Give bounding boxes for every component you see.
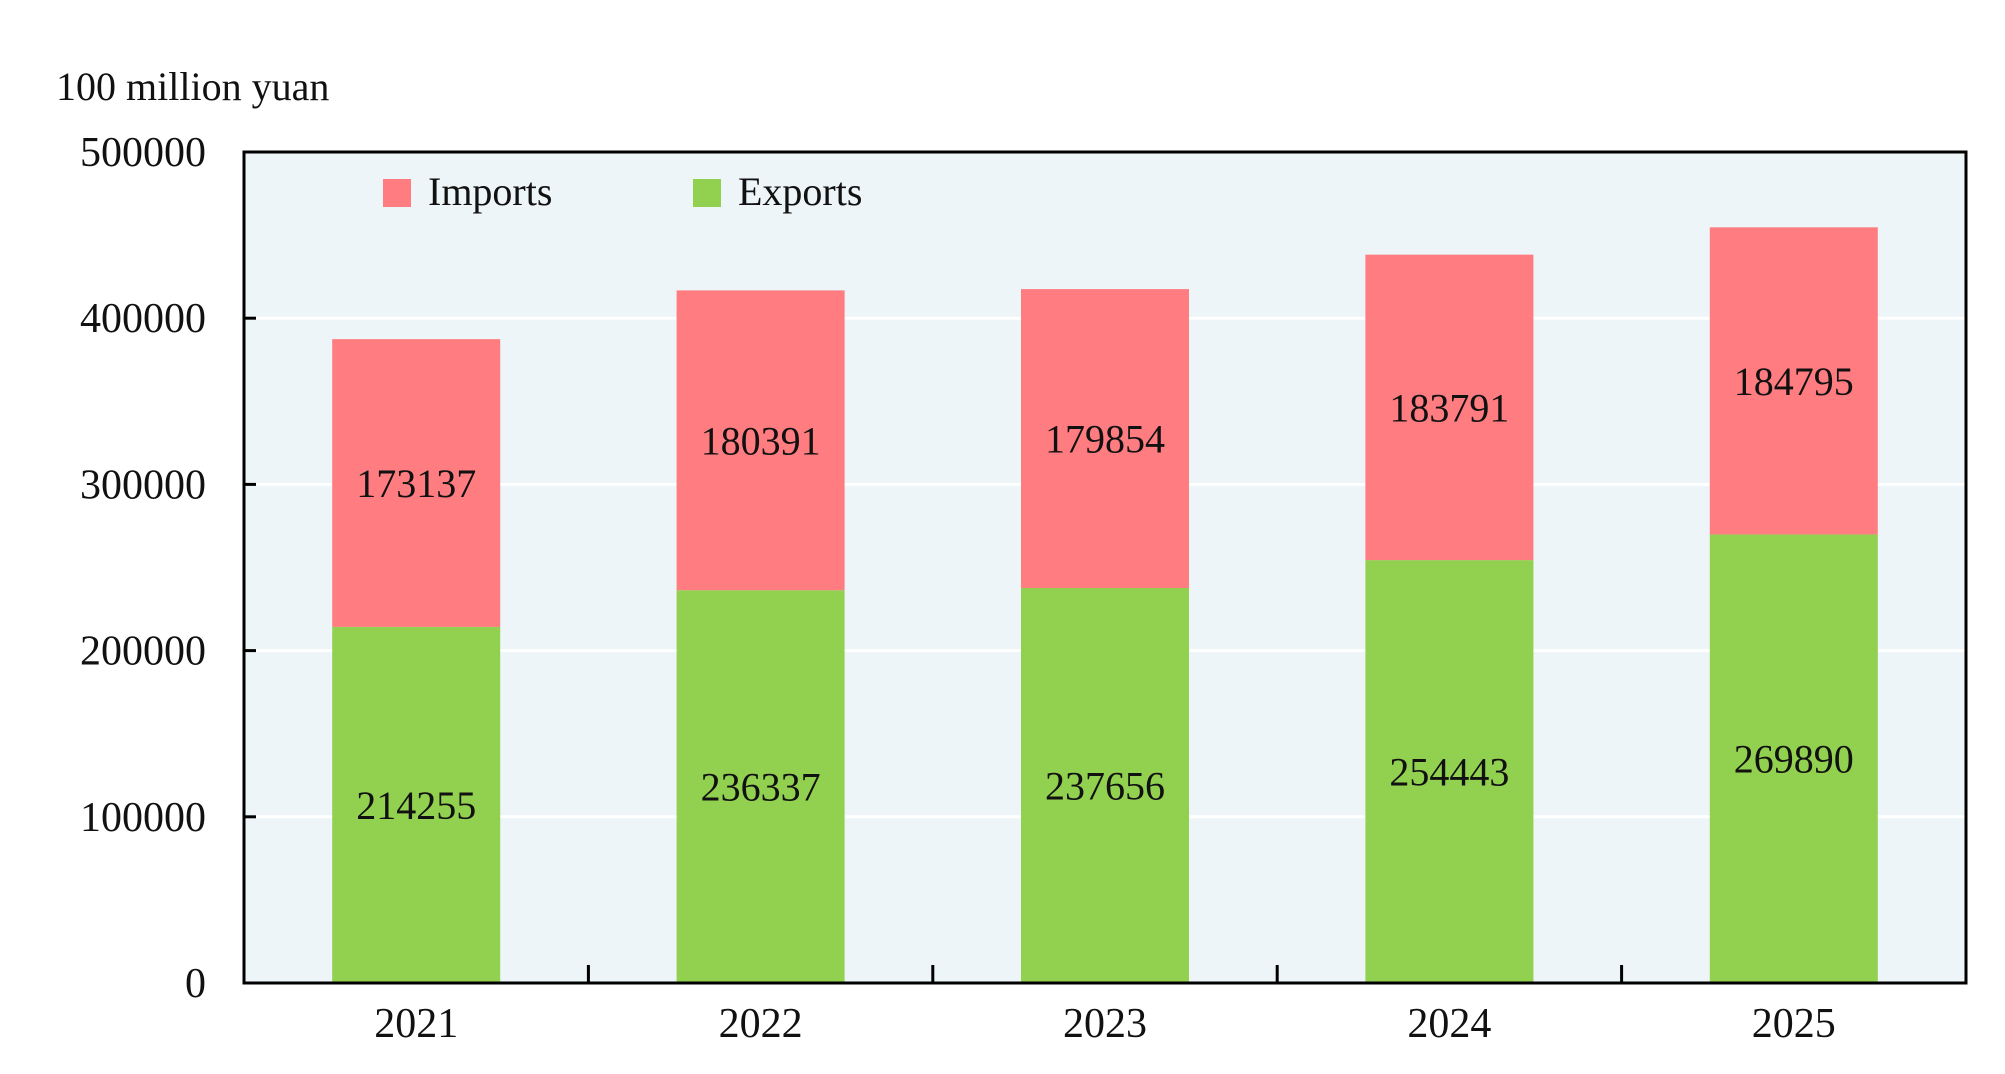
bar-imports-2021 [332,339,501,627]
y-tick-label: 0 [185,961,206,1007]
x-tick-label-2023: 2023 [1063,1001,1147,1047]
y-axis-title: 100 million yuan [56,64,329,109]
data-label-exports-2025: 269890 [1734,737,1854,782]
bar-exports-2023 [1021,588,1189,983]
legend-label-imports: Imports [428,169,552,214]
bar-exports-2024 [1365,560,1534,983]
x-tick-label-2025: 2025 [1752,1001,1836,1047]
legend: Imports Exports [383,169,862,214]
data-label-imports-2024: 183791 [1389,385,1509,430]
bar-imports-2024 [1365,254,1534,561]
plot-frame [242,150,1968,985]
legend-swatch-exports [693,179,721,207]
bar-exports-2025 [1709,534,1878,983]
x-tick-label-2021: 2021 [374,1001,458,1047]
y-tick-label: 500000 [80,130,206,176]
y-tick-label: 300000 [80,462,206,508]
axis-ticks [244,150,1624,985]
bar-exports-2021 [332,626,501,983]
bar-imports-2022 [676,290,845,591]
data-label-imports-2025: 184795 [1734,359,1854,404]
y-tick-label: 100000 [80,795,206,841]
bar-imports-2025 [1709,227,1878,535]
legend-label-exports: Exports [738,169,862,214]
bars [332,227,1878,983]
bar-exports-2022 [676,590,845,983]
legend-swatch-imports [383,179,411,207]
data-label-imports-2023: 179854 [1045,417,1165,462]
y-tick-label: 400000 [80,296,206,342]
data-label-imports-2022: 180391 [701,418,821,463]
bar-imports-2023 [1021,289,1189,589]
data-label-exports-2021: 214255 [356,783,476,828]
x-tick-label-2022: 2022 [719,1001,803,1047]
x-tick-label-2024: 2024 [1407,1001,1491,1047]
data-label-exports-2024: 254443 [1389,750,1509,795]
data-label-exports-2022: 236337 [701,765,821,810]
data-label-imports-2021: 173137 [356,461,476,506]
y-tick-label: 200000 [80,629,206,675]
axis-labels: 0 100000 200000 300000 400000 500000 2021 2022 2… [80,130,1836,1047]
data-labels: 214255 173137 236337 180391 237656 179854 2544… [356,359,1854,828]
data-label-exports-2023: 237656 [1045,764,1165,809]
